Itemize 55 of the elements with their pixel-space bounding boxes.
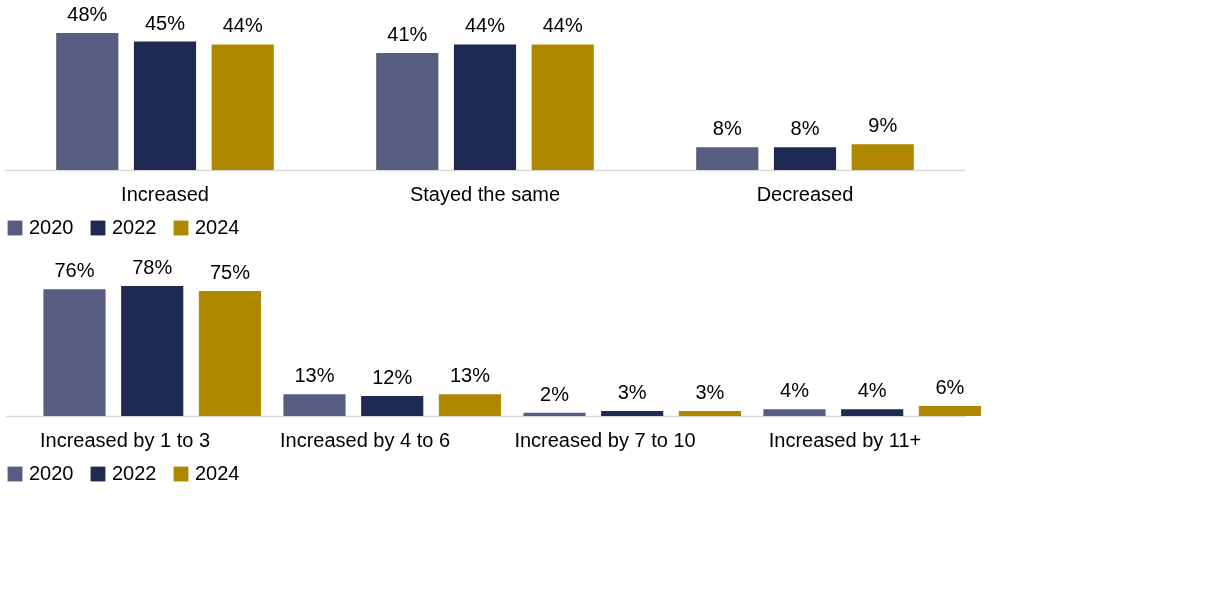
bar — [841, 409, 904, 416]
data-label: 41% — [387, 22, 428, 45]
legend-label: 2022 — [112, 216, 157, 238]
data-label: 44% — [222, 14, 263, 37]
x-tick-label: Decreased — [756, 182, 854, 205]
bar — [918, 406, 981, 416]
bar — [773, 147, 837, 170]
data-label: 9% — [868, 114, 898, 137]
bar — [696, 147, 759, 170]
data-label: 8% — [790, 117, 820, 140]
data-label: 3% — [617, 381, 647, 403]
bar — [361, 396, 424, 416]
data-label: 48% — [67, 3, 108, 25]
bar — [211, 44, 274, 170]
bar — [283, 394, 346, 416]
x-tick-label: Increased by 1 to 3 — [39, 428, 211, 451]
bar — [851, 144, 914, 170]
bar — [121, 286, 184, 416]
data-label: 44% — [464, 14, 506, 37]
bar — [56, 33, 119, 170]
bar — [601, 411, 664, 416]
bar — [198, 291, 261, 416]
x-tick-label: Increased by 11+ — [768, 428, 922, 451]
data-label: 4% — [780, 379, 810, 402]
data-label: 45% — [144, 11, 186, 34]
legend-label: 2024 — [195, 216, 240, 238]
data-label: 13% — [294, 364, 335, 387]
data-label: 75% — [209, 261, 251, 283]
data-label: 12% — [372, 366, 413, 388]
x-tick-label: Increased by 4 to 6 — [279, 428, 451, 451]
bar — [523, 412, 586, 416]
data-label: 2% — [540, 382, 570, 405]
data-label: 13% — [449, 364, 491, 387]
legend-label: 2020 — [29, 462, 74, 484]
bar — [376, 52, 439, 170]
data-label: 3% — [695, 381, 725, 403]
x-tick-label: Increased by 7 to 10 — [514, 428, 696, 451]
data-label: 4% — [857, 379, 887, 402]
bar — [43, 289, 106, 416]
bar — [763, 409, 826, 416]
data-label: 8% — [712, 117, 742, 140]
bar — [531, 44, 594, 170]
x-tick-label: Increased — [121, 182, 209, 205]
data-label: 78% — [132, 256, 173, 278]
x-tick-label: Stayed the same — [409, 182, 561, 205]
data-label: 6% — [935, 376, 965, 398]
legend-label: 2022 — [112, 462, 157, 484]
bar — [133, 41, 197, 170]
legend-label: 2020 — [29, 216, 74, 238]
bar — [453, 44, 517, 170]
data-label: 76% — [54, 259, 95, 282]
legend-label: 2024 — [195, 462, 240, 484]
data-label: 44% — [542, 14, 583, 37]
bar — [438, 394, 501, 416]
bar — [678, 411, 741, 416]
